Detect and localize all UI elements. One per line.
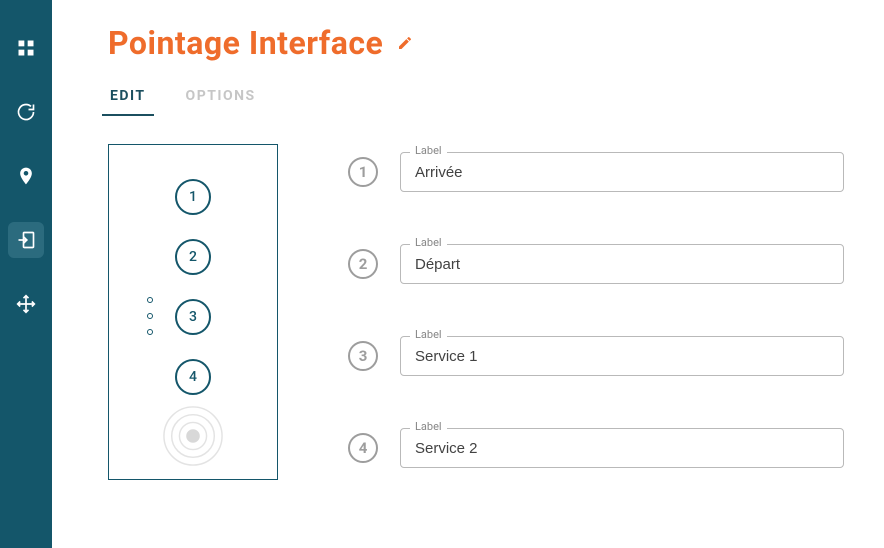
field-number-2: 2 xyxy=(348,249,378,279)
field-wrap-1: Label xyxy=(400,152,844,192)
page-title: Pointage Interface xyxy=(108,24,383,62)
content-row: 1 2 3 4 1 Label xyxy=(108,144,844,480)
edit-title-icon[interactable] xyxy=(397,35,413,51)
sidebar-item-interface[interactable] xyxy=(8,222,44,258)
sidebar-item-dashboard[interactable] xyxy=(8,30,44,66)
field-float-label-2: Label xyxy=(410,236,447,249)
preview-button-2: 2 xyxy=(175,239,211,275)
pencil-icon xyxy=(397,35,413,51)
label-input-1[interactable] xyxy=(400,152,844,192)
label-input-4[interactable] xyxy=(400,428,844,468)
field-wrap-4: Label xyxy=(400,428,844,468)
device-preview: 1 2 3 4 xyxy=(108,144,278,480)
main-content: Pointage Interface EDIT OPTIONS 1 2 3 4 xyxy=(52,0,884,548)
field-float-label-1: Label xyxy=(410,144,447,157)
field-number-3: 3 xyxy=(348,341,378,371)
preview-status-dots xyxy=(147,297,153,335)
preview-button-1: 1 xyxy=(175,179,211,215)
move-icon xyxy=(16,294,36,314)
tabs: EDIT OPTIONS xyxy=(108,80,844,116)
tab-options[interactable]: OPTIONS xyxy=(184,80,258,116)
pin-icon xyxy=(16,166,36,186)
field-row-3: 3 Label xyxy=(348,336,844,376)
field-float-label-4: Label xyxy=(410,420,447,433)
preview-button-4: 4 xyxy=(175,359,211,395)
fingerprint-icon xyxy=(162,405,224,467)
field-float-label-3: Label xyxy=(410,328,447,341)
login-icon xyxy=(16,230,36,250)
title-row: Pointage Interface xyxy=(108,24,844,62)
field-row-4: 4 Label xyxy=(348,428,844,468)
preview-button-3: 3 xyxy=(175,299,211,335)
fields-column: 1 Label 2 Label 3 Label xyxy=(348,144,844,468)
sidebar xyxy=(0,0,52,548)
sidebar-item-sync[interactable] xyxy=(8,94,44,130)
field-number-1: 1 xyxy=(348,157,378,187)
field-row-2: 2 Label xyxy=(348,244,844,284)
field-wrap-3: Label xyxy=(400,336,844,376)
grid-icon xyxy=(16,38,36,58)
label-input-2[interactable] xyxy=(400,244,844,284)
field-number-4: 4 xyxy=(348,433,378,463)
sync-icon xyxy=(16,102,36,122)
sidebar-item-location[interactable] xyxy=(8,158,44,194)
field-row-1: 1 Label xyxy=(348,152,844,192)
label-input-3[interactable] xyxy=(400,336,844,376)
field-wrap-2: Label xyxy=(400,244,844,284)
sidebar-item-move[interactable] xyxy=(8,286,44,322)
tab-edit[interactable]: EDIT xyxy=(108,80,148,116)
